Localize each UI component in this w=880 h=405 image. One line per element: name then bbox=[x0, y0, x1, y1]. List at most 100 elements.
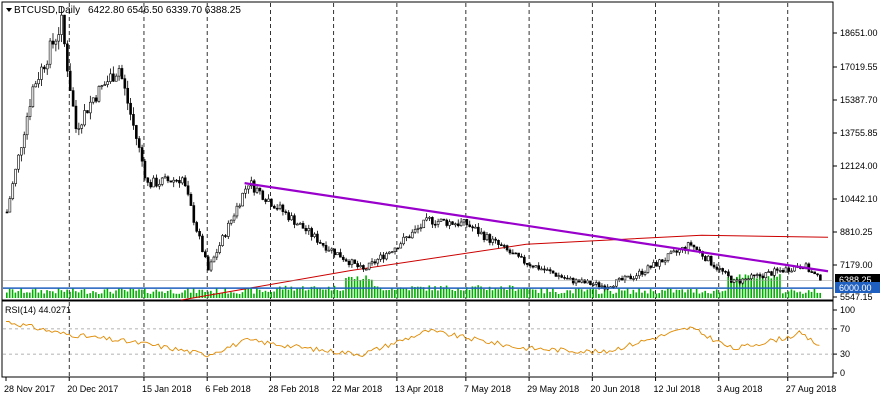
candle-body[interactable] bbox=[709, 255, 713, 266]
candle-body[interactable] bbox=[376, 258, 380, 264]
candle-body[interactable] bbox=[313, 233, 316, 237]
candle-body[interactable] bbox=[715, 266, 719, 270]
candle-body[interactable] bbox=[212, 256, 216, 263]
candle-body[interactable] bbox=[109, 73, 112, 82]
candle-body[interactable] bbox=[54, 40, 58, 45]
candle-body[interactable] bbox=[514, 252, 518, 255]
candle-body[interactable] bbox=[548, 269, 552, 272]
candle-body[interactable] bbox=[580, 279, 584, 283]
candle-body[interactable] bbox=[183, 177, 187, 187]
candle-body[interactable] bbox=[442, 218, 446, 221]
candle-body[interactable] bbox=[566, 277, 569, 280]
candle-body[interactable] bbox=[474, 226, 477, 229]
candle-body[interactable] bbox=[195, 222, 198, 232]
candle-body[interactable] bbox=[218, 245, 221, 253]
candle-body[interactable] bbox=[281, 204, 285, 212]
candle-body[interactable] bbox=[781, 270, 785, 273]
candle-body[interactable] bbox=[318, 242, 322, 244]
candle-body[interactable] bbox=[790, 270, 793, 273]
candle-body[interactable] bbox=[445, 219, 449, 226]
candle-body[interactable] bbox=[103, 84, 107, 86]
candle-body[interactable] bbox=[520, 256, 523, 258]
candle-body[interactable] bbox=[640, 270, 644, 275]
candle-body[interactable] bbox=[22, 134, 26, 148]
candle-body[interactable] bbox=[31, 86, 35, 107]
candle-body[interactable] bbox=[373, 261, 377, 264]
candle-body[interactable] bbox=[45, 63, 49, 70]
candle-body[interactable] bbox=[316, 233, 319, 243]
candle-body[interactable] bbox=[505, 245, 509, 251]
candle-body[interactable] bbox=[413, 228, 417, 233]
candle-body[interactable] bbox=[301, 223, 305, 229]
candle-body[interactable] bbox=[764, 272, 768, 279]
candle-body[interactable] bbox=[327, 249, 331, 252]
candle-body[interactable] bbox=[658, 259, 661, 267]
candle-body[interactable] bbox=[433, 223, 437, 226]
candle-body[interactable] bbox=[623, 275, 627, 281]
candle-body[interactable] bbox=[695, 246, 699, 250]
candle-body[interactable] bbox=[224, 235, 227, 237]
candle-body[interactable] bbox=[396, 247, 400, 250]
candle-body[interactable] bbox=[198, 231, 201, 237]
rsi-indicator[interactable] bbox=[3, 320, 833, 358]
candle-body[interactable] bbox=[494, 238, 497, 241]
candle-body[interactable] bbox=[778, 270, 782, 272]
candle-body[interactable] bbox=[63, 14, 66, 45]
candle-body[interactable] bbox=[422, 219, 426, 228]
candle-body[interactable] bbox=[163, 176, 167, 179]
candle-body[interactable] bbox=[471, 226, 474, 229]
candle-body[interactable] bbox=[100, 85, 104, 87]
candle-body[interactable] bbox=[229, 219, 233, 224]
candle-body[interactable] bbox=[114, 75, 118, 82]
candle-body[interactable] bbox=[135, 125, 138, 139]
candle-body[interactable] bbox=[86, 110, 89, 114]
candle-body[interactable] bbox=[718, 268, 722, 270]
candle-body[interactable] bbox=[89, 101, 92, 114]
candle-body[interactable] bbox=[390, 251, 394, 253]
candle-body[interactable] bbox=[204, 251, 207, 258]
drawn-objects[interactable] bbox=[3, 182, 833, 289]
candle-body[interactable] bbox=[646, 265, 650, 273]
candle-body[interactable] bbox=[773, 268, 776, 276]
candle-body[interactable] bbox=[663, 260, 667, 263]
candle-body[interactable] bbox=[468, 224, 472, 227]
candle-body[interactable] bbox=[727, 271, 730, 277]
candle-body[interactable] bbox=[60, 14, 63, 35]
candle-body[interactable] bbox=[577, 279, 581, 283]
candle-body[interactable] bbox=[80, 124, 84, 129]
candle-body[interactable] bbox=[344, 259, 348, 262]
candle-body[interactable] bbox=[284, 211, 288, 213]
candle-body[interactable] bbox=[8, 198, 12, 213]
candle-body[interactable] bbox=[459, 221, 463, 227]
candle-body[interactable] bbox=[28, 106, 32, 117]
candle-body[interactable] bbox=[17, 154, 20, 170]
candle-body[interactable] bbox=[57, 34, 61, 42]
candle-body[interactable] bbox=[370, 261, 374, 264]
candle-body[interactable] bbox=[221, 235, 224, 246]
rsi-line[interactable] bbox=[5, 320, 820, 358]
candle-body[interactable] bbox=[661, 259, 664, 263]
candle-body[interactable] bbox=[767, 271, 770, 273]
candle-body[interactable] bbox=[258, 187, 262, 192]
candle-body[interactable] bbox=[770, 271, 773, 276]
candle-body[interactable] bbox=[508, 249, 512, 254]
candle-body[interactable] bbox=[410, 231, 414, 239]
candle-body[interactable] bbox=[232, 215, 236, 221]
candle-body[interactable] bbox=[364, 268, 368, 271]
candle-body[interactable] bbox=[293, 215, 296, 225]
candle-body[interactable] bbox=[270, 198, 273, 207]
candle-body[interactable] bbox=[721, 268, 724, 272]
candle-body[interactable] bbox=[399, 243, 403, 249]
candle-body[interactable] bbox=[287, 212, 290, 221]
candle-body[interactable] bbox=[615, 279, 618, 287]
candle-body[interactable] bbox=[750, 274, 753, 280]
candle-body[interactable] bbox=[655, 262, 658, 267]
candle-body[interactable] bbox=[91, 97, 95, 103]
candle-body[interactable] bbox=[261, 190, 265, 200]
candle-body[interactable] bbox=[393, 247, 397, 252]
candle-body[interactable] bbox=[347, 260, 351, 266]
candle-body[interactable] bbox=[649, 265, 653, 268]
candle-body[interactable] bbox=[560, 275, 564, 278]
candle-body[interactable] bbox=[172, 179, 175, 183]
candle-body[interactable] bbox=[712, 264, 716, 268]
